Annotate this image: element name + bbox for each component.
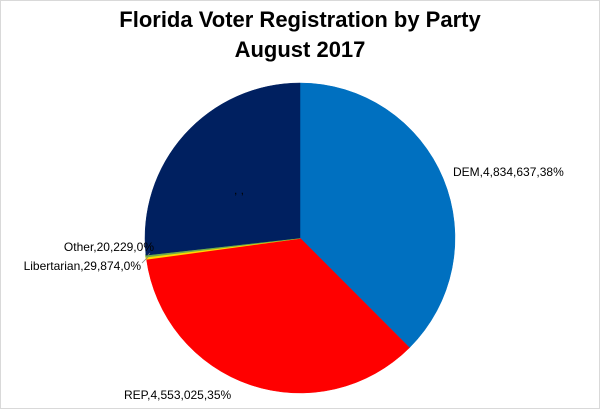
pie-slice-unlabeled <box>144 82 301 256</box>
chart-title-block: Florida Voter Registration by Party Augu… <box>1 5 599 65</box>
pie-slice-dem <box>299 82 456 349</box>
data-label-libertarian: Libertarian,29,874,0% <box>24 259 142 273</box>
pie-slice-rep <box>146 237 410 394</box>
data-label-rep: REP,4,553,025,35% <box>124 388 232 402</box>
leader-line-libertarian <box>141 256 149 264</box>
chart-title: Florida Voter Registration by Party <box>119 7 481 32</box>
leader-line-other <box>147 252 151 256</box>
data-label-dem: DEM,4,834,637,38% <box>453 165 564 179</box>
chart-subtitle: August 2017 <box>234 37 366 62</box>
data-label-unlabeled: , , <box>234 183 244 197</box>
data-label-other: Other,20,229,0% <box>64 240 154 254</box>
